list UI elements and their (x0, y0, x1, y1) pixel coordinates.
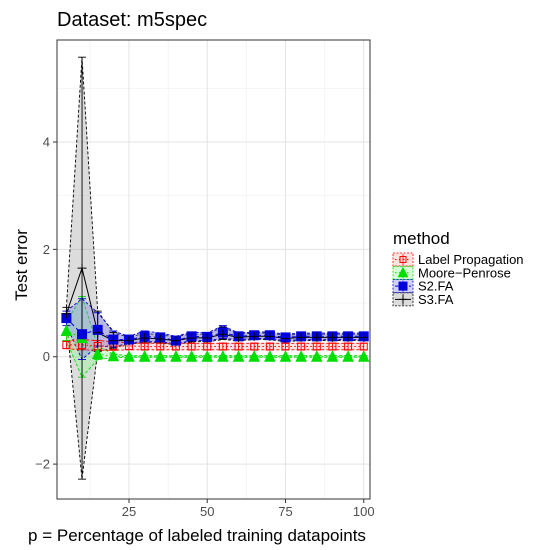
data-point (249, 331, 259, 341)
plot-area: 25 50 75 100 −2 0 2 4 (35, 39, 375, 519)
data-point (154, 350, 167, 362)
data-point (328, 342, 337, 351)
data-point (61, 309, 71, 319)
data-point (140, 342, 149, 351)
chart-title: Dataset: m5spec (57, 9, 207, 31)
legend: method Label PropagationMoore−PenroseS2.… (392, 229, 524, 307)
legend-label-3: S3.FA (418, 292, 454, 307)
data-point (93, 328, 103, 338)
legend-label-1: Moore−Penrose (418, 265, 511, 280)
data-point (108, 336, 118, 346)
y-tick-label: 2 (43, 242, 50, 257)
data-point (312, 332, 322, 342)
data-point (248, 350, 260, 362)
data-point (217, 350, 229, 362)
y-tick-label: 4 (43, 135, 50, 150)
data-point (281, 342, 290, 351)
y-tick-label: −2 (35, 457, 50, 472)
data-point (359, 342, 368, 351)
data-point (310, 350, 323, 362)
data-point (185, 350, 198, 362)
panel-border (56, 39, 371, 500)
x-tick-label: 25 (122, 504, 136, 519)
data-point (327, 332, 337, 342)
data-point (344, 342, 353, 351)
data-point (295, 350, 307, 362)
data-point (77, 329, 88, 340)
data-point (342, 350, 354, 362)
data-point (91, 347, 104, 360)
data-point (155, 334, 165, 344)
data-point (77, 263, 87, 273)
legend-label-2: S2.FA (418, 279, 454, 294)
data-point (264, 350, 276, 362)
data-point (187, 342, 196, 351)
data-point (312, 342, 321, 351)
x-tick-label: 75 (278, 504, 292, 519)
data-point (234, 332, 244, 342)
data-point (140, 333, 150, 343)
x-tick-label: 100 (353, 504, 375, 519)
data-point (232, 350, 245, 362)
series-line-0 (66, 344, 364, 347)
data-point (357, 350, 370, 362)
legend-label-0: Label Propagation (418, 252, 524, 267)
data-point (218, 329, 228, 339)
panel-background (57, 40, 370, 499)
data-point (250, 342, 259, 351)
legend-marker-2 (398, 281, 408, 291)
y-axis-label: Test error (12, 229, 31, 301)
data-point (107, 349, 120, 362)
data-point (265, 331, 275, 341)
data-point (297, 342, 306, 351)
data-point (280, 333, 290, 343)
data-point (170, 350, 182, 362)
data-point (296, 332, 306, 342)
data-point (171, 336, 181, 346)
data-point (138, 350, 151, 362)
data-point (62, 340, 71, 349)
data-point (187, 333, 197, 343)
data-point (201, 350, 214, 362)
legend-marker-3 (399, 295, 407, 304)
data-point (359, 332, 369, 342)
data-point (123, 350, 135, 362)
y-tick-label: 0 (43, 349, 50, 364)
legend-title: method (393, 229, 450, 248)
x-axis-label: p = Percentage of labeled training datap… (28, 526, 366, 545)
data-point (234, 342, 243, 351)
legend-marker-0 (399, 256, 407, 263)
data-point (279, 350, 292, 362)
x-tick-label: 50 (200, 504, 214, 519)
data-point (326, 350, 339, 362)
data-point (60, 324, 73, 336)
data-point (265, 342, 274, 351)
data-point (203, 342, 212, 351)
data-point (218, 342, 227, 351)
data-point (202, 333, 212, 343)
data-point (343, 332, 353, 342)
data-point (124, 336, 134, 346)
legend-marker-1 (397, 266, 409, 278)
